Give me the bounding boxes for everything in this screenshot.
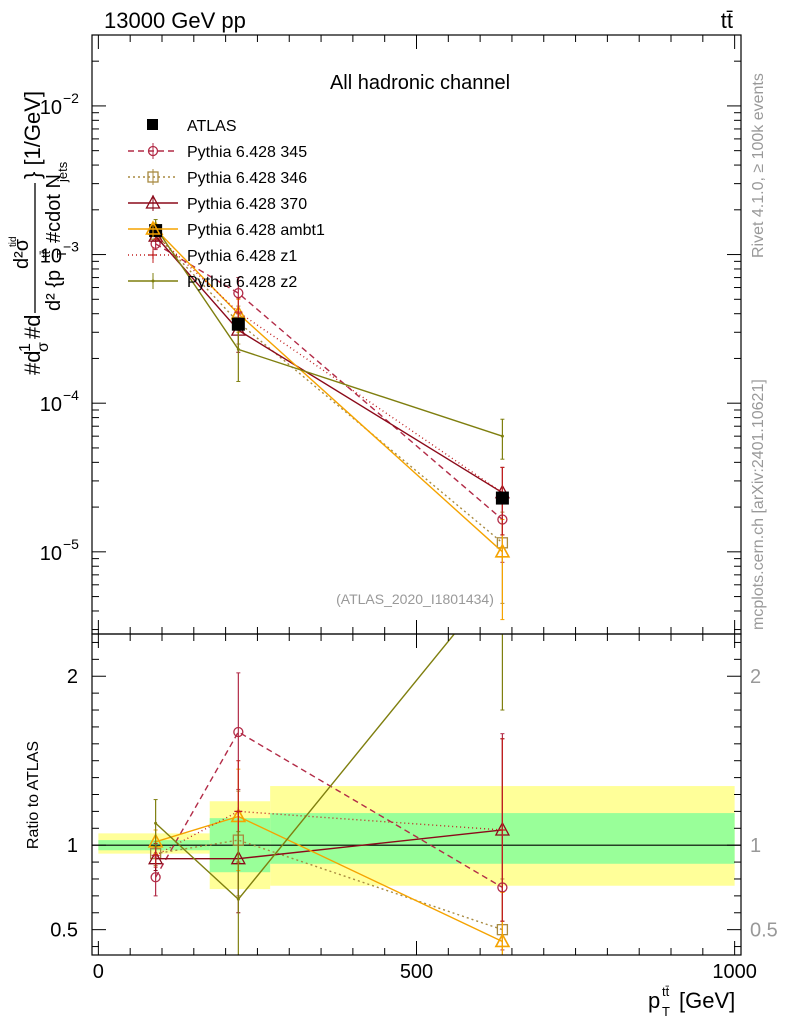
plot-title: All hadronic channel bbox=[330, 72, 510, 94]
ylabel-denominator-sub: T bbox=[54, 250, 69, 258]
main-ytick-label: 10 bbox=[40, 97, 62, 119]
ratio-point-p345 bbox=[233, 726, 244, 738]
ratio-ylabel: Ratio to ATLAS bbox=[25, 741, 42, 849]
point-ATLAS bbox=[231, 317, 245, 331]
legend-label-p346: Pythia 6.428 346 bbox=[187, 170, 307, 187]
ylabel-one: 1 bbox=[17, 343, 34, 352]
ylabel-d2: #d bbox=[20, 315, 45, 339]
ratio-ytick-label-right: 0.5 bbox=[750, 920, 778, 942]
point-ATLAS bbox=[495, 491, 509, 505]
legend-label-ambt1: Pythia 6.428 ambt1 bbox=[187, 222, 325, 239]
ylabel-cdot: #cdot N bbox=[43, 174, 65, 243]
ratio-line-p345 bbox=[155, 731, 503, 889]
ratio-series-z2 bbox=[153, 634, 505, 955]
ratio-panel: 0.5 0.5 1 1 2 2 0 500 1000 bbox=[50, 633, 778, 983]
ratio-ytick-label-right: 1 bbox=[750, 835, 761, 857]
ylabel-d1: #d bbox=[20, 351, 45, 375]
rivet-label: Rivet 4.1.0, ≥ 100k events bbox=[750, 73, 767, 258]
main-ytick-label: 10 bbox=[40, 394, 62, 416]
main-ytick-label: 10 bbox=[40, 543, 62, 565]
ratio-point-z2 bbox=[154, 821, 158, 825]
legend-label-ATLAS: ATLAS bbox=[187, 118, 237, 135]
process-label: tt̄ bbox=[721, 8, 733, 33]
ratio-ytick-label-right: 2 bbox=[750, 666, 761, 688]
main-ylabel: #d 1 σ #d d²σ tid d² {p tt̄ T #cdot N je… bbox=[8, 91, 70, 375]
legend-label-z2: Pythia 6.428 z2 bbox=[187, 274, 297, 291]
main-ytick-label: 10 bbox=[40, 246, 62, 268]
legend-label-p370: Pythia 6.428 370 bbox=[187, 196, 307, 213]
point-z2 bbox=[500, 434, 504, 438]
ratio-point-z1 bbox=[151, 851, 160, 860]
xlabel-sup: tt̄ bbox=[662, 984, 670, 999]
legend: ATLAS Pythia 6.428 345 Pythia 6.428 346 Pyt… bbox=[128, 118, 325, 291]
beam-label: 13000 GeV pp bbox=[104, 8, 246, 33]
ratio-point-p345 bbox=[150, 872, 161, 883]
xlabel-unit: [GeV] bbox=[679, 988, 735, 1013]
series-line-p345 bbox=[155, 243, 503, 521]
ratio-ytick-label: 0.5 bbox=[50, 920, 78, 942]
legend-marker-z2 bbox=[151, 279, 155, 283]
ylabel-denominator: d² {p bbox=[43, 270, 65, 311]
main-panel: 10−510−410−310−2 bbox=[40, 34, 742, 635]
ylabel-unit: } [1/GeV] bbox=[20, 91, 45, 179]
ratio-point-z1 bbox=[234, 807, 243, 816]
legend-marker-ambt1 bbox=[145, 220, 161, 235]
legend-label-z1: Pythia 6.428 z1 bbox=[187, 248, 297, 265]
xlabel-sub: T bbox=[662, 1004, 670, 1019]
ratio-point-z2 bbox=[236, 897, 240, 901]
ratio-point-ambt1 bbox=[494, 932, 511, 948]
ratio-ytick-label: 2 bbox=[67, 666, 78, 688]
legend-marker-p346 bbox=[147, 171, 159, 183]
ylabel-jets: jets bbox=[55, 161, 70, 183]
x-axis-label: p tt̄ T [GeV] bbox=[648, 984, 735, 1019]
ylabel-denominator-sup: tt̄ bbox=[38, 250, 53, 258]
main-ytick-label-exp: −4 bbox=[63, 387, 79, 403]
xlabel-p: p bbox=[648, 988, 660, 1013]
legend-marker-z1 bbox=[149, 251, 157, 259]
legend-label-p345: Pythia 6.428 345 bbox=[187, 144, 307, 161]
point-ambt1 bbox=[494, 543, 511, 558]
mcplots-label: mcplots.cern.ch [arXiv:2401.10621] bbox=[750, 379, 767, 630]
legend-marker-p370 bbox=[145, 194, 161, 209]
legend-marker-ATLAS bbox=[147, 119, 158, 130]
point-z1 bbox=[234, 308, 243, 317]
series-ATLAS bbox=[149, 224, 509, 505]
xtick-label: 500 bbox=[400, 961, 433, 983]
point-z2 bbox=[236, 347, 240, 351]
main-ytick-label-exp: −5 bbox=[63, 536, 79, 552]
ylabel-numerator-sup: tid bbox=[8, 236, 19, 247]
watermark: (ATLAS_2020_I1801434) bbox=[336, 591, 494, 607]
ratio-point-z1 bbox=[498, 825, 507, 834]
ratio-series-group bbox=[147, 634, 511, 955]
legend-marker-p345 bbox=[147, 145, 159, 157]
main-ytick-label-exp: −3 bbox=[63, 239, 79, 255]
ylabel-numerator: d²σ bbox=[11, 238, 33, 269]
ylabel-sigma: σ bbox=[35, 342, 52, 352]
xtick-label: 0 bbox=[93, 961, 104, 983]
ratio-ytick-label: 1 bbox=[67, 835, 78, 857]
xtick-label: 1000 bbox=[712, 961, 757, 983]
main-ytick-label-exp: −2 bbox=[63, 90, 79, 106]
